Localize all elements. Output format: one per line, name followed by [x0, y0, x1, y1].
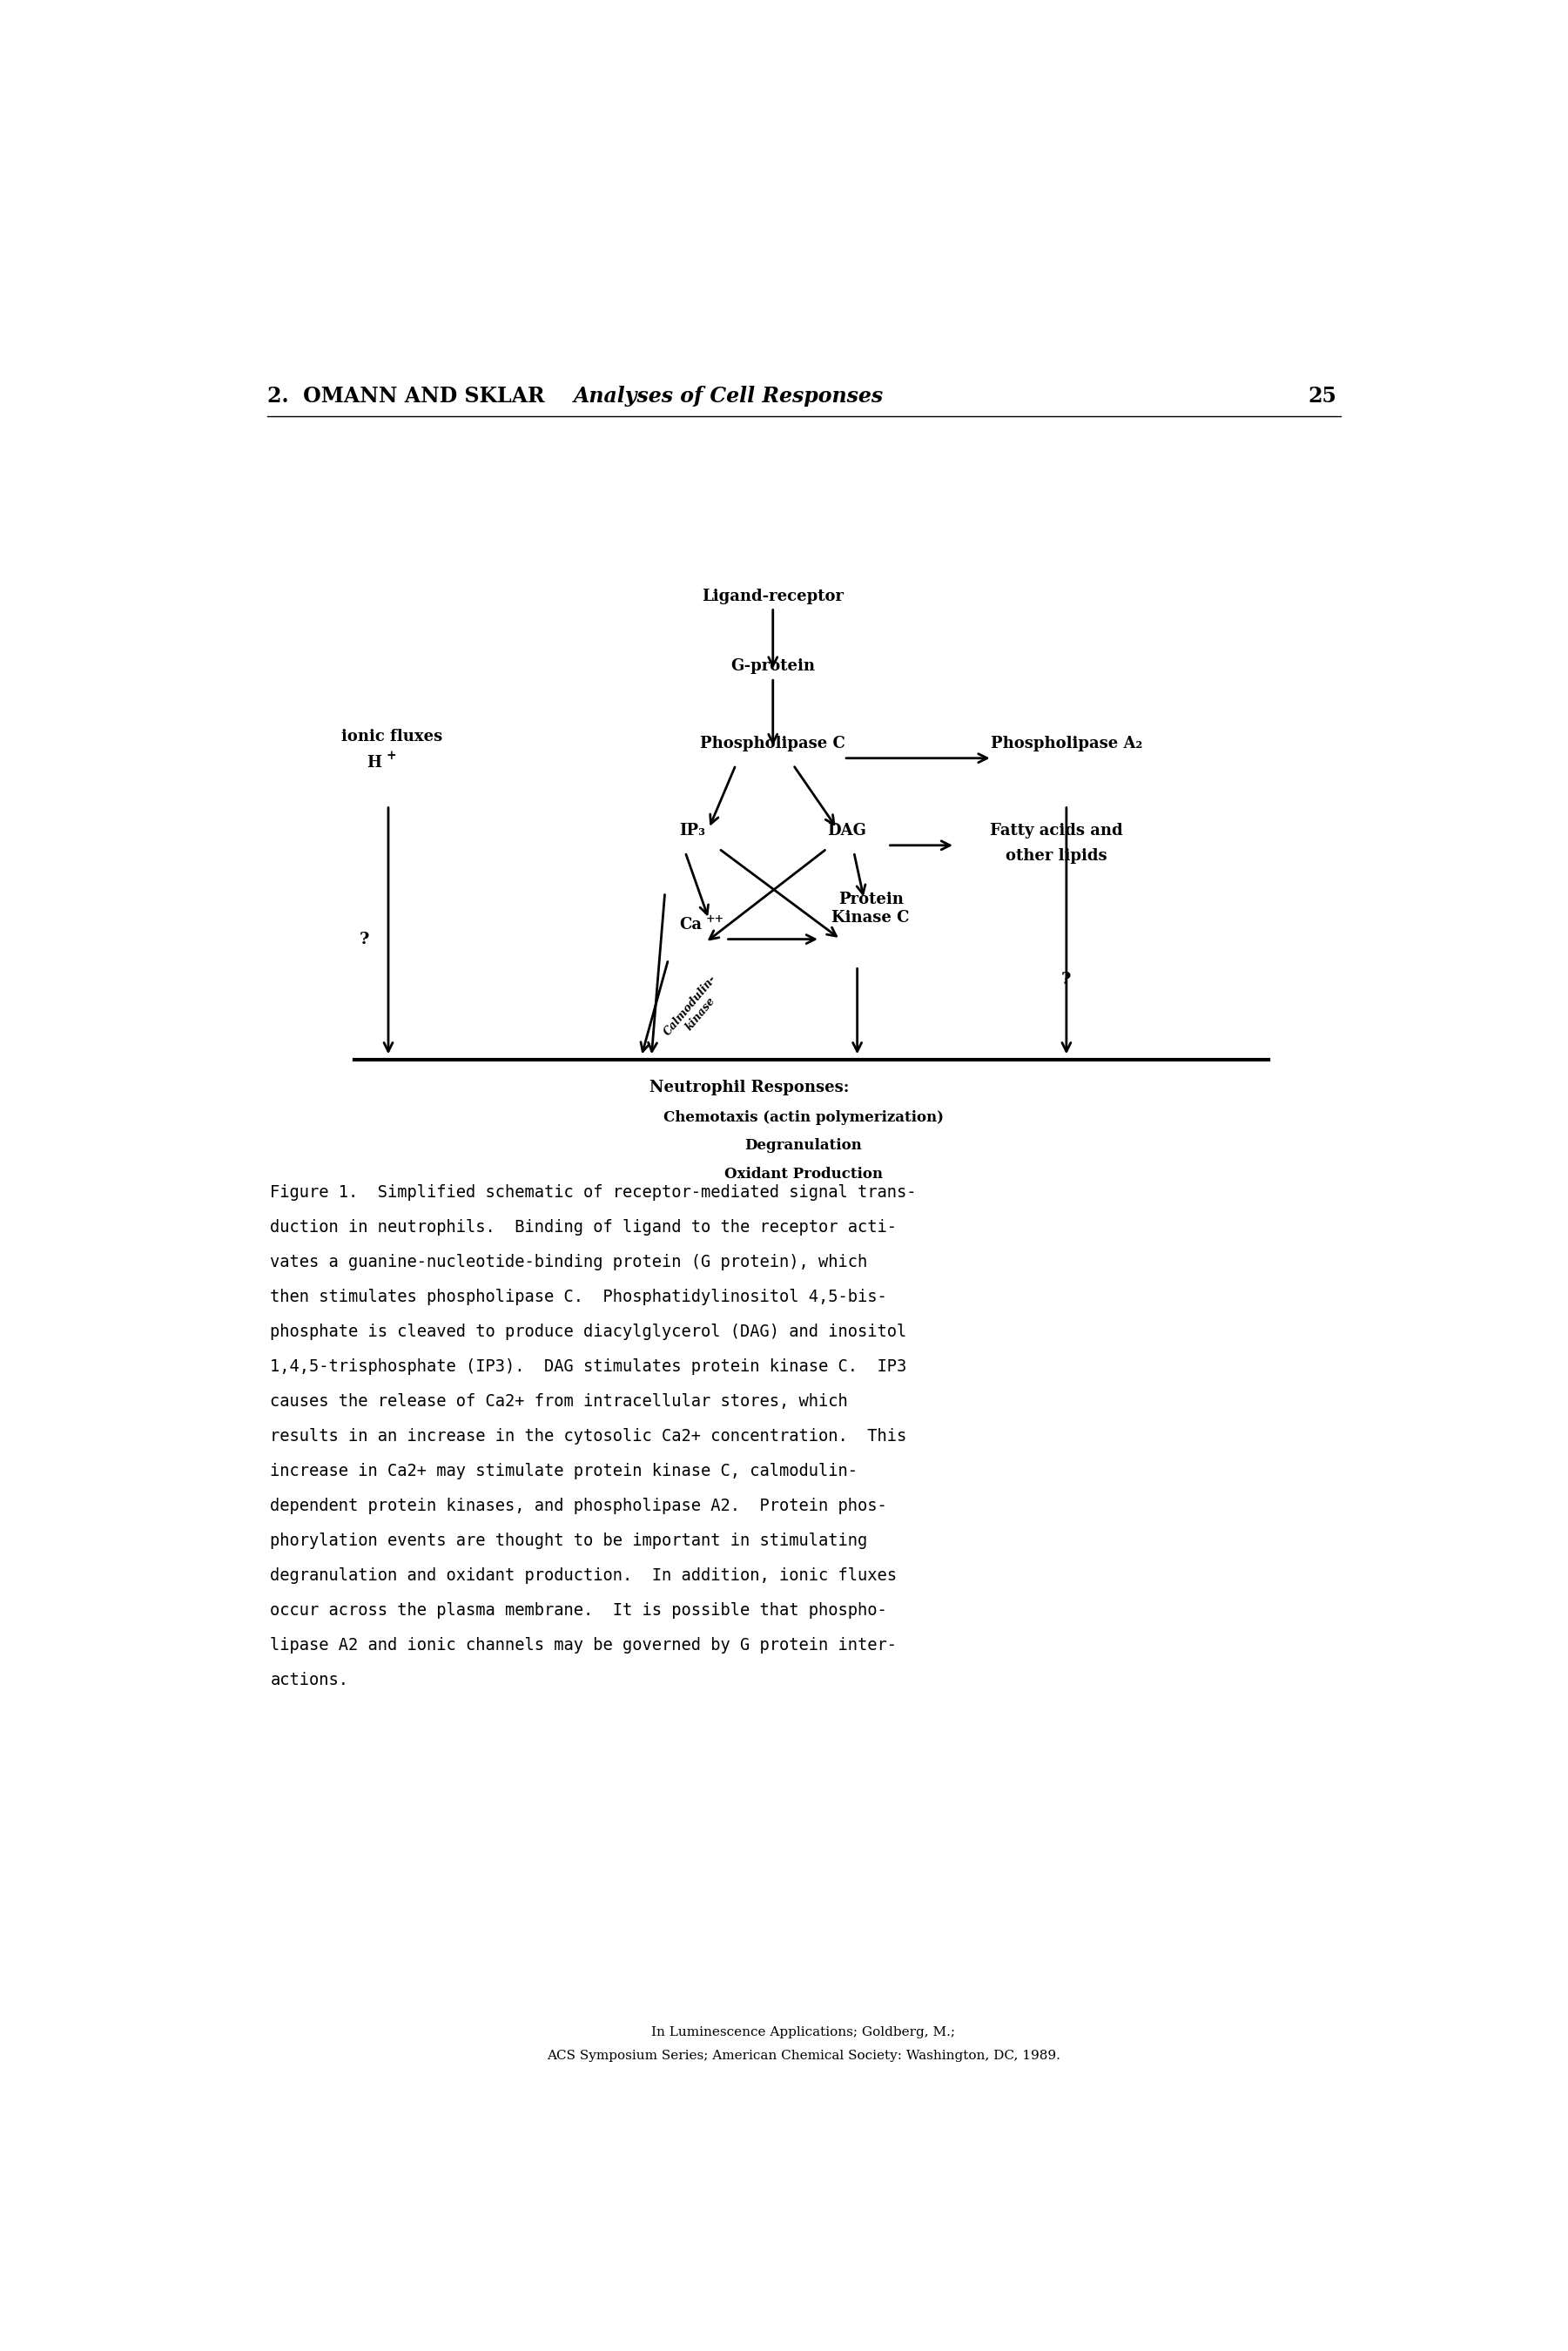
Text: duction in neutrophils.  Binding of ligand to the receptor acti-: duction in neutrophils. Binding of ligan…: [270, 1218, 897, 1234]
Text: Phospholipase A₂: Phospholipase A₂: [991, 736, 1143, 752]
Text: increase in Ca2+ may stimulate protein kinase C, calmodulin-: increase in Ca2+ may stimulate protein k…: [270, 1462, 858, 1479]
Text: 25: 25: [1308, 386, 1336, 407]
Text: 2.  OMANN AND SKLAR: 2. OMANN AND SKLAR: [267, 386, 544, 407]
Text: dependent protein kinases, and phospholipase A2.  Protein phos-: dependent protein kinases, and phospholi…: [270, 1498, 887, 1514]
Text: Phospholipase C: Phospholipase C: [701, 736, 845, 752]
Text: causes the release of Ca2+ from intracellular stores, which: causes the release of Ca2+ from intracel…: [270, 1394, 848, 1411]
Text: phosphate is cleaved to produce diacylglycerol (DAG) and inositol: phosphate is cleaved to produce diacylgl…: [270, 1324, 906, 1340]
Text: degranulation and oxidant production.  In addition, ionic fluxes: degranulation and oxidant production. In…: [270, 1568, 897, 1585]
Text: Degranulation: Degranulation: [745, 1138, 862, 1152]
Text: lipase A2 and ionic channels may be governed by G protein inter-: lipase A2 and ionic channels may be gove…: [270, 1636, 897, 1653]
Text: then stimulates phospholipase C.  Phosphatidylinositol 4,5-bis-: then stimulates phospholipase C. Phospha…: [270, 1288, 887, 1305]
Text: Fatty acids and: Fatty acids and: [989, 823, 1123, 839]
Text: 1,4,5-trisphosphate (IP3).  DAG stimulates protein kinase C.  IP3: 1,4,5-trisphosphate (IP3). DAG stimulate…: [270, 1359, 906, 1375]
Text: IP₃: IP₃: [679, 823, 706, 839]
Text: Figure 1.  Simplified schematic of receptor-mediated signal trans-: Figure 1. Simplified schematic of recept…: [270, 1185, 917, 1201]
Text: Protein: Protein: [839, 891, 903, 907]
Text: other lipids: other lipids: [1005, 849, 1107, 865]
Text: phorylation events are thought to be important in stimulating: phorylation events are thought to be imp…: [270, 1533, 867, 1549]
Text: ?: ?: [1062, 971, 1071, 987]
Text: Ligand-receptor: Ligand-receptor: [702, 588, 844, 604]
Text: Neutrophil Responses:: Neutrophil Responses:: [649, 1079, 850, 1096]
Text: H: H: [367, 755, 381, 771]
Text: Analyses of Cell Responses: Analyses of Cell Responses: [574, 386, 884, 407]
Text: vates a guanine-nucleotide-binding protein (G protein), which: vates a guanine-nucleotide-binding prote…: [270, 1253, 867, 1270]
Text: results in an increase in the cytosolic Ca2+ concentration.  This: results in an increase in the cytosolic …: [270, 1427, 906, 1444]
Text: actions.: actions.: [270, 1672, 348, 1688]
Text: ?: ?: [359, 931, 370, 947]
Text: +: +: [386, 750, 397, 762]
Text: DAG: DAG: [828, 823, 867, 839]
Text: ionic fluxes: ionic fluxes: [342, 729, 442, 745]
Text: Ca: Ca: [679, 917, 702, 933]
Text: Kinase C: Kinase C: [831, 910, 909, 926]
Text: G-protein: G-protein: [731, 658, 815, 675]
Text: ACS Symposium Series; American Chemical Society: Washington, DC, 1989.: ACS Symposium Series; American Chemical …: [547, 2050, 1060, 2062]
Text: Calmodulin-
kinase: Calmodulin- kinase: [662, 973, 729, 1046]
Text: Chemotaxis (actin polymerization): Chemotaxis (actin polymerization): [663, 1110, 944, 1126]
Text: Oxidant Production: Oxidant Production: [724, 1166, 883, 1180]
Text: ++: ++: [706, 912, 724, 924]
Text: occur across the plasma membrane.  It is possible that phospho-: occur across the plasma membrane. It is …: [270, 1603, 887, 1620]
Text: In Luminescence Applications; Goldberg, M.;: In Luminescence Applications; Goldberg, …: [651, 2027, 955, 2038]
